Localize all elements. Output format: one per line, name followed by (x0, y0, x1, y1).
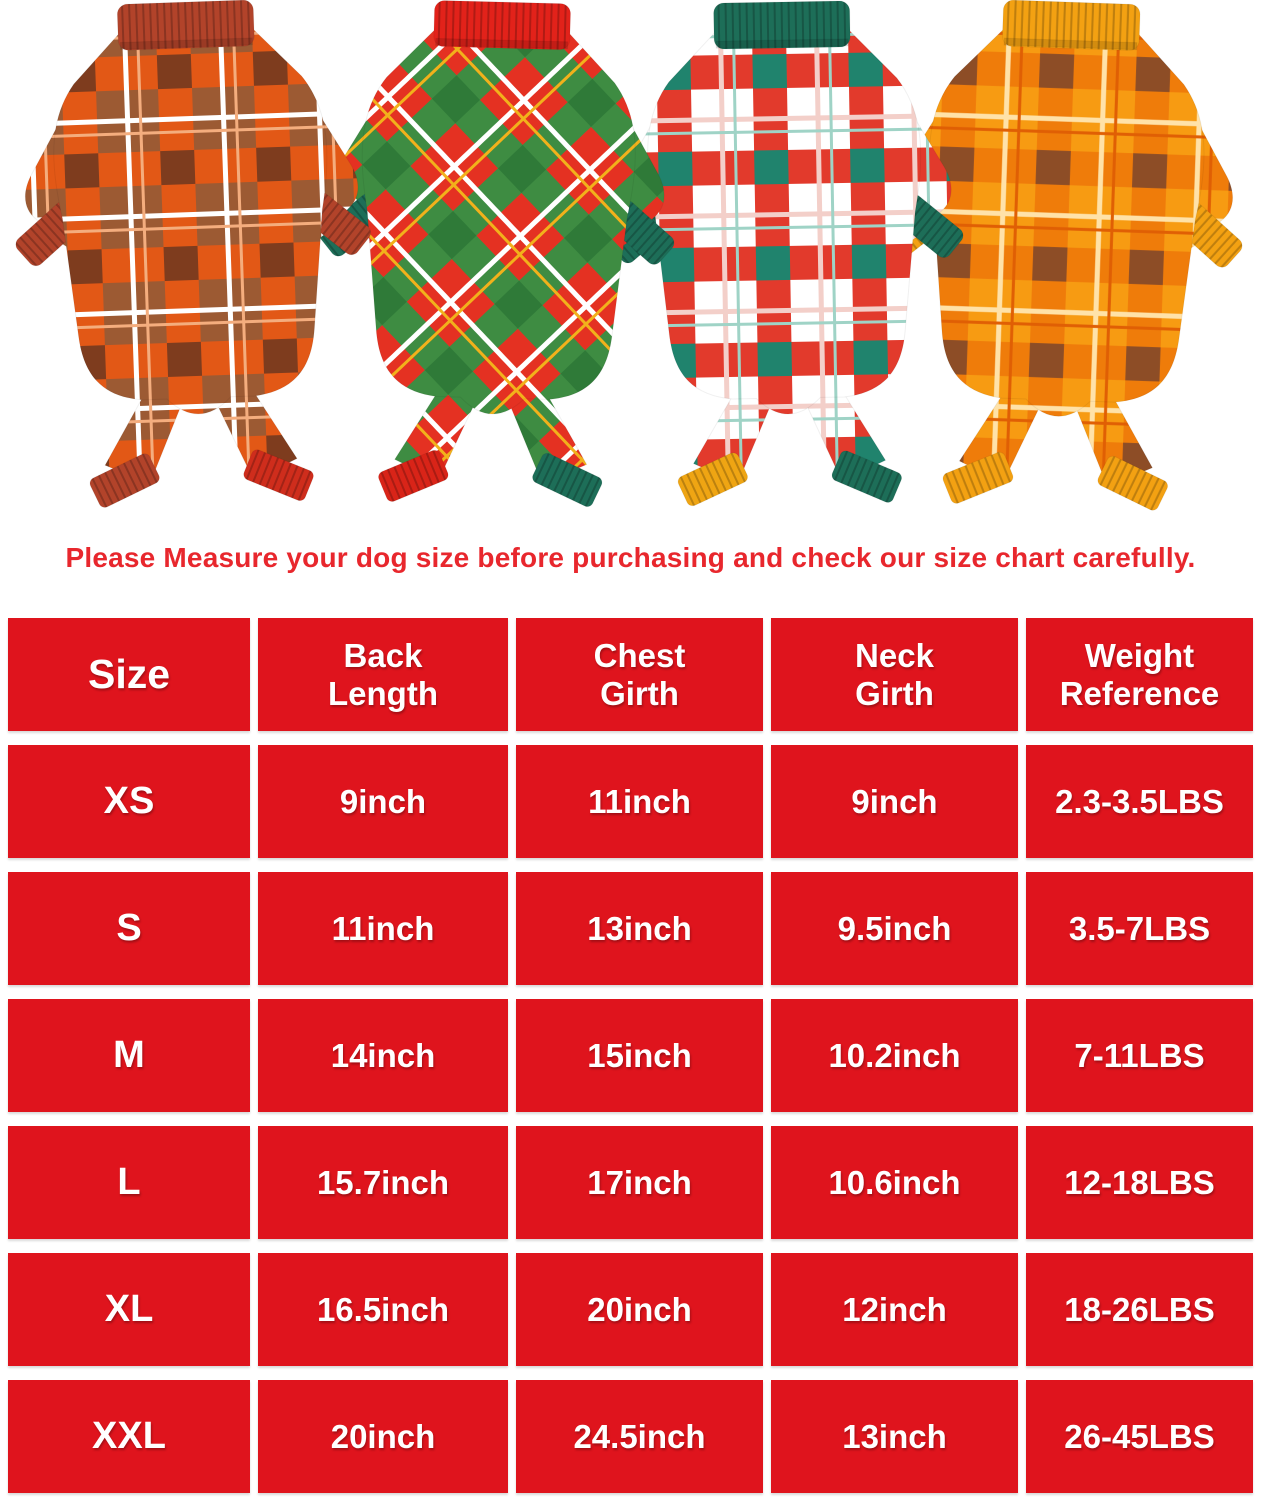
pajama-collar (116, 0, 255, 51)
pajama-right-leg-cuff (243, 449, 314, 502)
value-cell-back-length-xxl: 20inch (258, 1380, 508, 1493)
pajama-collar (713, 0, 851, 50)
value-cell-weight-reference-xxl: 26-45LBS (1026, 1380, 1253, 1493)
header-cell-weight-reference: Weight Reference (1026, 618, 1253, 731)
size-cell-s: S (8, 872, 250, 985)
pajama-orange-gold-plaid (884, 0, 1243, 511)
pajama-body (361, 23, 636, 415)
size-cell-xs: XS (8, 745, 250, 858)
value-cell-chest-girth-xs: 11inch (516, 745, 763, 858)
pajama-left-leg-cuff (677, 452, 749, 507)
value-cell-back-length-m: 14inch (258, 999, 508, 1112)
pajama-left-leg-cuff (89, 453, 160, 508)
pajama-collar-shadow (715, 38, 849, 49)
pajama-brown-orange-plaid (15, 0, 372, 508)
value-cell-neck-girth-xxl: 13inch (771, 1380, 1018, 1493)
value-cell-back-length-xl: 16.5inch (258, 1253, 508, 1366)
pajama-collar (433, 0, 571, 51)
size-cell-xl: XL (8, 1253, 250, 1366)
size-cell-l: L (8, 1126, 250, 1239)
size-cell-m: M (8, 999, 250, 1112)
measure-notice-text: Please Measure your dog size before purc… (65, 542, 1196, 573)
pajama-body (53, 23, 328, 415)
pajama-right-leg-cuff (831, 450, 903, 503)
pajama-red-green-diagonal-plaid (318, 0, 675, 508)
pajama-body (647, 24, 922, 415)
value-cell-neck-girth-xl: 12inch (771, 1253, 1018, 1366)
size-chart-table: Size Back Length Chest Girth Neck Girth Weig… (8, 618, 1253, 1493)
pajama-collar-shadow (119, 37, 254, 50)
pajama-left-leg-cuff (942, 451, 1014, 504)
header-cell-back-length: Back Length (258, 618, 508, 731)
header-cell-neck-girth: Neck Girth (771, 618, 1018, 731)
value-cell-back-length-l: 15.7inch (258, 1126, 508, 1239)
value-cell-chest-girth-xxl: 24.5inch (516, 1380, 763, 1493)
value-cell-chest-girth-l: 17inch (516, 1126, 763, 1239)
value-cell-weight-reference-xl: 18-26LBS (1026, 1253, 1253, 1366)
value-cell-neck-girth-l: 10.6inch (771, 1126, 1018, 1239)
value-cell-weight-reference-m: 7-11LBS (1026, 999, 1253, 1112)
pajama-collar-shadow (1003, 37, 1138, 51)
value-cell-weight-reference-s: 3.5-7LBS (1026, 872, 1253, 985)
value-cell-back-length-xs: 9inch (258, 745, 508, 858)
pajama-right-leg-cuff (1097, 455, 1169, 511)
value-cell-neck-girth-s: 9.5inch (771, 872, 1018, 985)
header-cell-chest-girth: Chest Girth (516, 618, 763, 731)
pajama-product-photos (0, 0, 1261, 528)
pajama-collar-shadow (435, 37, 569, 50)
value-cell-chest-girth-xl: 20inch (516, 1253, 763, 1366)
value-cell-weight-reference-xs: 2.3-3.5LBS (1026, 745, 1253, 858)
value-cell-chest-girth-m: 15inch (516, 999, 763, 1112)
pajama-right-leg-cuff (532, 452, 603, 508)
value-cell-neck-girth-m: 10.2inch (771, 999, 1018, 1112)
value-cell-back-length-s: 11inch (258, 872, 508, 985)
value-cell-weight-reference-l: 12-18LBS (1026, 1126, 1253, 1239)
pajama-collar (1001, 0, 1141, 51)
size-cell-xxl: XXL (8, 1380, 250, 1493)
pajama-left-leg-cuff (378, 449, 449, 502)
header-cell-size: Size (8, 618, 250, 731)
value-cell-neck-girth-xs: 9inch (771, 745, 1018, 858)
value-cell-chest-girth-s: 13inch (516, 872, 763, 985)
